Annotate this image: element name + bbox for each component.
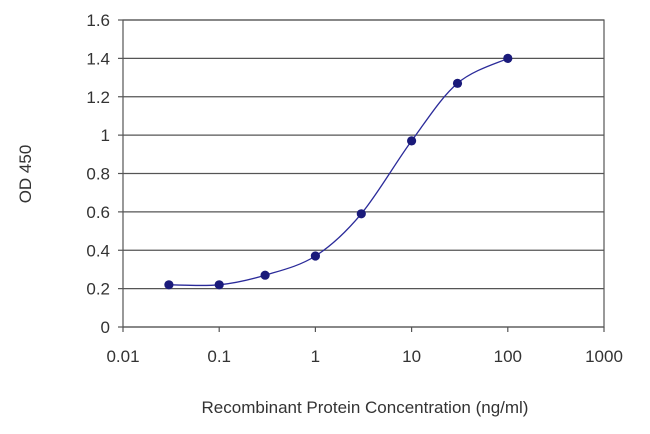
y-tick-label: 0	[101, 318, 110, 337]
y-tick-label: 0.6	[86, 203, 110, 222]
y-axis-label: OD 450	[16, 145, 35, 204]
x-tick-label: 10	[402, 347, 421, 366]
x-axis-label: Recombinant Protein Concentration (ng/ml…	[202, 398, 529, 417]
x-tick-label: 1000	[585, 347, 623, 366]
x-tick-label: 100	[494, 347, 522, 366]
y-tick-label: 1.6	[86, 11, 110, 30]
data-point	[164, 280, 174, 290]
x-tick-label: 0.01	[106, 347, 139, 366]
data-point	[356, 209, 366, 219]
y-axis-ticks: 0 0.2 0.4 0.6 0.8 1 1.2 1.4 1.6	[86, 11, 123, 337]
data-point	[214, 280, 224, 290]
y-tick-label: 0.8	[86, 165, 110, 184]
y-tick-label: 0.4	[86, 241, 110, 260]
grid-layer	[123, 19, 604, 328]
data-point	[260, 270, 270, 280]
y-tick-label: 1.2	[86, 88, 110, 107]
fit-curve	[168, 57, 509, 287]
data-points	[164, 53, 513, 290]
y-tick-label: 1.4	[86, 49, 110, 68]
data-point	[310, 251, 320, 261]
y-tick-label: 1	[101, 126, 110, 145]
x-tick-label: 1	[311, 347, 320, 366]
data-point	[503, 53, 513, 63]
data-point	[452, 78, 463, 88]
data-point	[407, 136, 417, 146]
x-tick-label: 0.1	[207, 347, 231, 366]
y-tick-label: 0.2	[86, 280, 110, 299]
x-axis-ticks: 0.01 0.1 1 10 100 1000	[106, 327, 623, 366]
